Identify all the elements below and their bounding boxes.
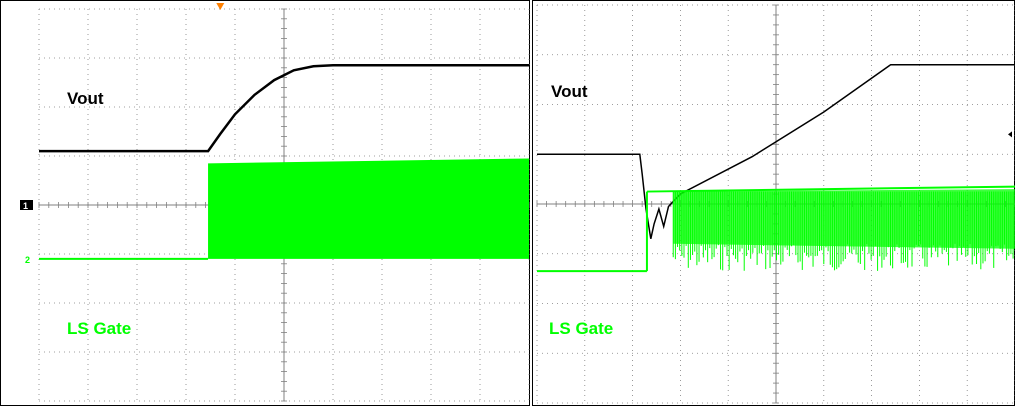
ls-gate-label-left: LS Gate — [67, 319, 132, 338]
trigger-level-marker — [1008, 131, 1012, 138]
trigger-marker — [216, 3, 225, 10]
scope-plot-right — [536, 4, 1015, 404]
channel-2-label: 2 — [25, 255, 30, 265]
vout-trace — [39, 64, 529, 153]
scope-screen-right: Vout LS Gate — [532, 0, 1015, 406]
vout-label-left: Vout — [67, 89, 104, 108]
channel-1-marker: 1 — [20, 200, 33, 211]
channel-1-label: 1 — [23, 201, 28, 211]
ls-gate-label-right: LS Gate — [549, 319, 614, 338]
channel-2-marker: 2 — [25, 255, 30, 265]
vout-trace — [537, 63, 1015, 239]
vout-label-right: Vout — [551, 82, 588, 101]
gate-trace-high — [646, 185, 1015, 193]
gate-switching-band — [208, 158, 530, 259]
scope-plot-left: 12 — [20, 3, 530, 402]
